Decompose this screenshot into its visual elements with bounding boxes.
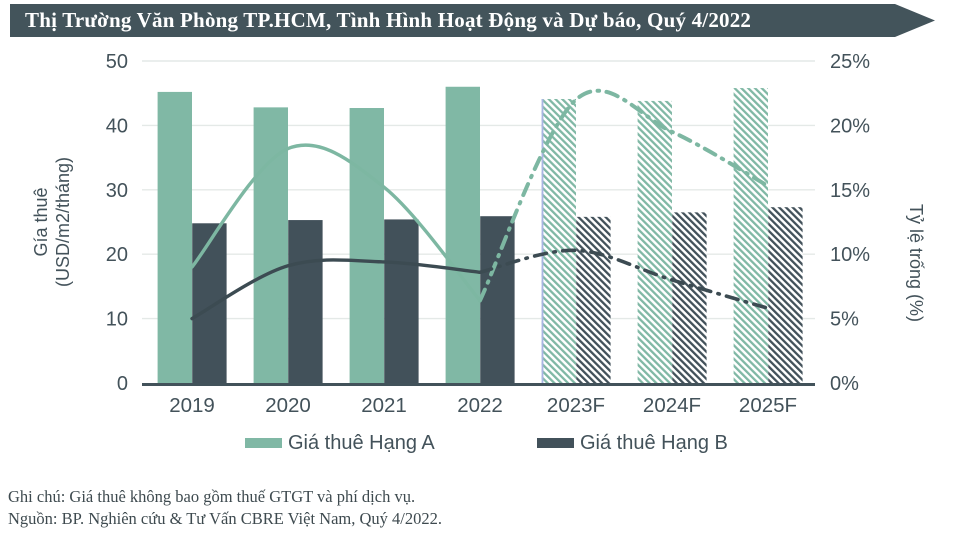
legend-swatch-hang-a	[245, 438, 282, 448]
x-tick-2019: 2019	[169, 394, 215, 417]
x-tick-2024F: 2024F	[643, 394, 701, 417]
bar-hang-a-2022	[445, 86, 480, 383]
bar-hang-b-2022	[480, 216, 515, 383]
bar-hang-a-2024F	[637, 100, 672, 383]
right-tick-10%: 10%	[830, 244, 870, 266]
x-tick-2025F: 2025F	[739, 394, 797, 417]
legend-label-hang-b: Giá thuê Hạng B	[580, 431, 728, 454]
bar-hang-a-2021	[349, 108, 384, 384]
vacancy-line-forecast-hang-a	[478, 88, 770, 303]
right-axis-title-text: Tỷ lệ trống (%)	[906, 203, 926, 323]
vacancy-line-forecast-hang-b	[478, 248, 770, 311]
bars	[157, 86, 803, 384]
bar-hang-a-2023F	[541, 98, 576, 383]
footnote-nguon: Nguồn: BP. Nghiên cứu & Tư Vấn CBRE Việt…	[8, 509, 442, 528]
bar-hang-b-2023F	[576, 216, 611, 383]
legend-item-hang-a: Giá thuê Hạng A	[245, 432, 435, 454]
bar-hang-a-2025F	[733, 88, 768, 383]
right-tick-5%: 5%	[830, 309, 859, 331]
right-tick-15%: 15%	[830, 180, 870, 202]
bar-hang-b-2019	[192, 223, 227, 383]
bar-hang-b-2020	[288, 220, 323, 383]
left-axis-title-line1: Gía thuê	[31, 187, 51, 257]
legend-label-hang-a: Giá thuê Hạng A	[288, 431, 435, 454]
legend-swatch-hang-b	[537, 438, 574, 448]
left-axis-title-line2: (USD/m2/tháng)	[53, 156, 73, 288]
page-title: Thị Trường Văn Phòng TP.HCM, Tình Hình H…	[25, 8, 752, 32]
bar-hang-a-2020	[253, 107, 288, 384]
title-banner: Thị Trường Văn Phòng TP.HCM, Tình Hình H…	[10, 4, 935, 37]
x-tick-2021: 2021	[361, 394, 407, 417]
right-tick-0%: 0%	[830, 373, 859, 395]
vacancy-line-solid-hang-b	[190, 258, 482, 321]
left-tick-30: 30	[106, 180, 128, 202]
left-tick-20: 20	[106, 244, 128, 266]
left-tick-0: 0	[117, 373, 128, 395]
bar-hang-b-2024F	[672, 212, 707, 383]
plot-svg: 0 10 20 30 40 50 0% 5% 10% 15% 20% 25% 2019 2020 2021 2…	[106, 51, 870, 417]
vacancy-line-solid-hang-a	[190, 143, 482, 303]
bar-hang-a-2019	[157, 91, 192, 384]
x-tick-2022: 2022	[457, 394, 503, 417]
lines	[190, 88, 770, 321]
bar-hang-b-2025F	[768, 207, 803, 383]
left-tick-10: 10	[106, 309, 128, 331]
x-tick-2020: 2020	[265, 394, 311, 417]
tick-labels: 0 10 20 30 40 50 0% 5% 10% 15% 20% 25% 2019 2020 2021 2…	[106, 51, 870, 417]
bar-hang-b-2021	[384, 219, 419, 383]
left-tick-40: 40	[106, 115, 128, 137]
footnotes: Ghi chú: Giá thuê không bao gồm thuế GTG…	[8, 486, 442, 530]
left-tick-50: 50	[106, 51, 128, 73]
legend-item-hang-b: Giá thuê Hạng B	[537, 432, 728, 454]
right-tick-25%: 25%	[830, 51, 870, 73]
right-tick-20%: 20%	[830, 115, 870, 137]
footnote-ghi-chu: Ghi chú: Giá thuê không bao gồm thuế GTG…	[8, 487, 416, 506]
x-tick-2023F: 2023F	[547, 394, 605, 417]
